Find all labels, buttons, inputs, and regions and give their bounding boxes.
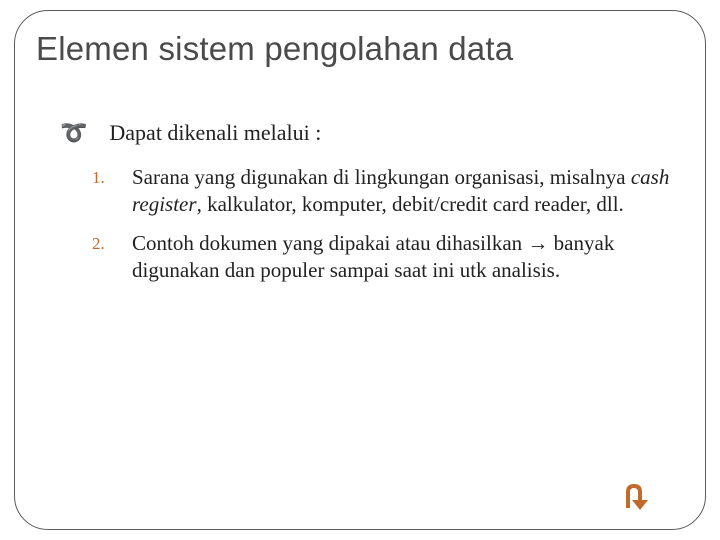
bullet-row: ➰ Dapat dikenali melalui :: [60, 120, 321, 146]
swirl-bullet-icon: ➰: [60, 122, 87, 144]
list-body: Contoh dokumen yang dipakai atau dihasil…: [132, 230, 672, 284]
bullet-text: Dapat dikenali melalui :: [109, 120, 321, 146]
list-item: 2. Contoh dokumen yang dipakai atau diha…: [92, 230, 672, 284]
slide-title: Elemen sistem pengolahan data: [36, 30, 513, 68]
list-item: 1. Sarana yang digunakan di lingkungan o…: [92, 164, 672, 218]
list-body: Sarana yang digunakan di lingkungan orga…: [132, 164, 672, 218]
list-text-prefix: Sarana yang digunakan di lingkungan orga…: [132, 165, 631, 189]
list-number: 1.: [92, 164, 132, 188]
u-turn-icon: [614, 480, 654, 512]
list-text-suffix: , kalkulator, komputer, debit/credit car…: [197, 192, 624, 216]
numbered-list: 1. Sarana yang digunakan di lingkungan o…: [92, 164, 672, 296]
list-text-prefix: Contoh dokumen yang dipakai atau dihasil…: [132, 231, 614, 282]
list-number: 2.: [92, 230, 132, 254]
